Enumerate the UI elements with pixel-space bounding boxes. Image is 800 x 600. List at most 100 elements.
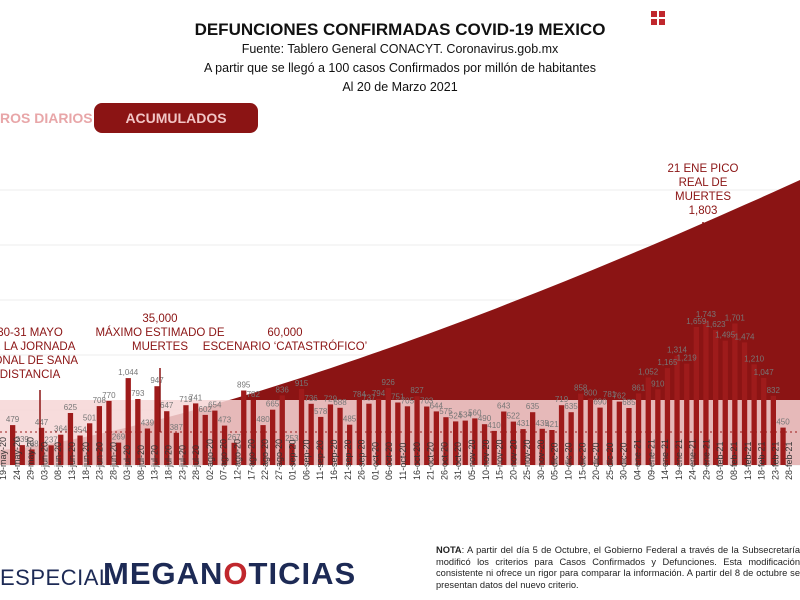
x-tick-label: 06-sep-20 bbox=[301, 439, 311, 480]
daily-bar bbox=[501, 411, 507, 465]
x-tick-label: 29-ene-21 bbox=[701, 439, 711, 480]
x-tick-label: 09-ene-21 bbox=[646, 439, 656, 480]
annotation-text: MUERTES bbox=[132, 341, 188, 353]
daily-bar bbox=[481, 424, 488, 465]
data-label: 643 bbox=[497, 402, 511, 411]
data-label: 1,659 bbox=[686, 317, 707, 326]
data-label: 685 bbox=[622, 398, 636, 407]
x-tick-label: 17-ago-20 bbox=[246, 439, 256, 480]
daily-bar bbox=[462, 420, 468, 465]
data-label: 354 bbox=[73, 426, 87, 435]
daily-bar bbox=[327, 404, 334, 465]
x-tick-label: 28-feb-21 bbox=[784, 441, 794, 480]
brand-name-b: O bbox=[223, 556, 249, 591]
data-label: 690 bbox=[593, 398, 607, 407]
data-label: 387 bbox=[170, 423, 184, 432]
data-label: 665 bbox=[266, 400, 280, 409]
daily-bar bbox=[751, 364, 757, 465]
daily-bar bbox=[164, 411, 170, 465]
x-tick-label: 08-jun-20 bbox=[53, 442, 63, 480]
x-tick-label: 12-ago-20 bbox=[233, 439, 243, 480]
data-label: 575 bbox=[439, 407, 453, 416]
x-tick-label: 13-feb-21 bbox=[743, 441, 753, 480]
x-tick-label: 23-feb-21 bbox=[770, 441, 780, 480]
daily-bar bbox=[298, 388, 305, 465]
daily-bar bbox=[520, 429, 526, 465]
data-label: 1,495 bbox=[715, 331, 736, 340]
daily-bar bbox=[414, 396, 420, 465]
x-tick-label: 22-ago-20 bbox=[260, 439, 270, 480]
data-label: 1,314 bbox=[667, 346, 688, 355]
daily-bar bbox=[433, 411, 439, 465]
chart-criterion: A partir que se llegó a 100 casos Confir… bbox=[204, 61, 596, 75]
data-label: 188 bbox=[25, 439, 39, 448]
daily-bar bbox=[318, 416, 324, 465]
accumulated-area bbox=[0, 180, 800, 465]
data-label: 501 bbox=[83, 413, 97, 422]
daily-bar bbox=[732, 323, 738, 465]
data-label: 534 bbox=[459, 411, 473, 420]
data-label: 602 bbox=[199, 405, 213, 414]
daily-bar bbox=[780, 427, 786, 465]
x-tick-label: 19-may-20 bbox=[0, 437, 8, 480]
x-tick-label: 01-sep-20 bbox=[288, 439, 298, 480]
daily-bar bbox=[29, 449, 35, 465]
x-tick-label: 01-oct-20 bbox=[370, 442, 380, 480]
daily-bar bbox=[453, 421, 459, 465]
daily-bar bbox=[154, 386, 160, 465]
daily-bar bbox=[48, 445, 54, 465]
daily-bar bbox=[713, 330, 719, 465]
data-label: 490 bbox=[478, 414, 492, 423]
daily-bar bbox=[58, 434, 64, 465]
x-tick-label: 05-nov-20 bbox=[467, 439, 477, 480]
data-label: 1,623 bbox=[706, 320, 727, 329]
data-label: 1,047 bbox=[754, 368, 775, 377]
data-label: 447 bbox=[35, 418, 49, 427]
x-tick-label: 21-oct-20 bbox=[426, 442, 436, 480]
annotation-text: REAL DE bbox=[679, 177, 728, 189]
brand-name-c: TICIAS bbox=[248, 556, 357, 591]
data-label: 560 bbox=[468, 408, 482, 417]
x-tick-label: 20-nov-20 bbox=[508, 439, 518, 480]
grid-icon[interactable] bbox=[651, 11, 665, 25]
x-tick-label: 25-dic-20 bbox=[605, 442, 615, 480]
tab-diarios[interactable]: ROS DIARIOS bbox=[0, 103, 104, 133]
data-label: 794 bbox=[372, 389, 386, 398]
x-tick-label: 26-sep-20 bbox=[357, 439, 367, 480]
daily-bar bbox=[144, 428, 151, 465]
daily-bar bbox=[87, 423, 93, 465]
data-label: 1,743 bbox=[696, 310, 717, 319]
daily-bar bbox=[212, 410, 218, 465]
x-tick-label: 03-jul-20 bbox=[122, 445, 132, 480]
x-tick-label: 21-sep-20 bbox=[343, 439, 353, 480]
data-label: 479 bbox=[6, 415, 20, 424]
daily-bar bbox=[270, 409, 276, 465]
daily-bar bbox=[202, 414, 208, 465]
x-tick-label: 16-sep-20 bbox=[329, 439, 339, 480]
data-label: 473 bbox=[218, 416, 232, 425]
data-label: 1,165 bbox=[657, 358, 678, 367]
daily-bar bbox=[539, 428, 545, 465]
data-label: 269 bbox=[112, 433, 126, 442]
data-label: 915 bbox=[295, 379, 309, 388]
tab-acumulados[interactable]: ACUMULADOS bbox=[94, 103, 258, 133]
x-tick-label: 06-oct-20 bbox=[384, 442, 394, 480]
daily-bar bbox=[337, 407, 343, 465]
data-label: 647 bbox=[160, 401, 174, 410]
data-label: 926 bbox=[382, 378, 396, 387]
daily-bar bbox=[125, 378, 131, 465]
daily-bar bbox=[260, 425, 266, 465]
daily-bar bbox=[597, 407, 603, 465]
data-label: 480 bbox=[256, 415, 270, 424]
data-label: 737 bbox=[362, 394, 376, 403]
data-label: 858 bbox=[574, 384, 588, 393]
data-label: 895 bbox=[237, 381, 251, 390]
x-tick-label: 27-ago-20 bbox=[274, 439, 284, 480]
daily-bar bbox=[443, 417, 449, 465]
data-label: 832 bbox=[767, 386, 781, 395]
annotation-text: 1,803 bbox=[689, 205, 718, 217]
daily-bar bbox=[241, 390, 247, 465]
daily-bar bbox=[38, 427, 45, 465]
data-label: 1,701 bbox=[725, 314, 746, 323]
daily-bar bbox=[183, 405, 189, 465]
